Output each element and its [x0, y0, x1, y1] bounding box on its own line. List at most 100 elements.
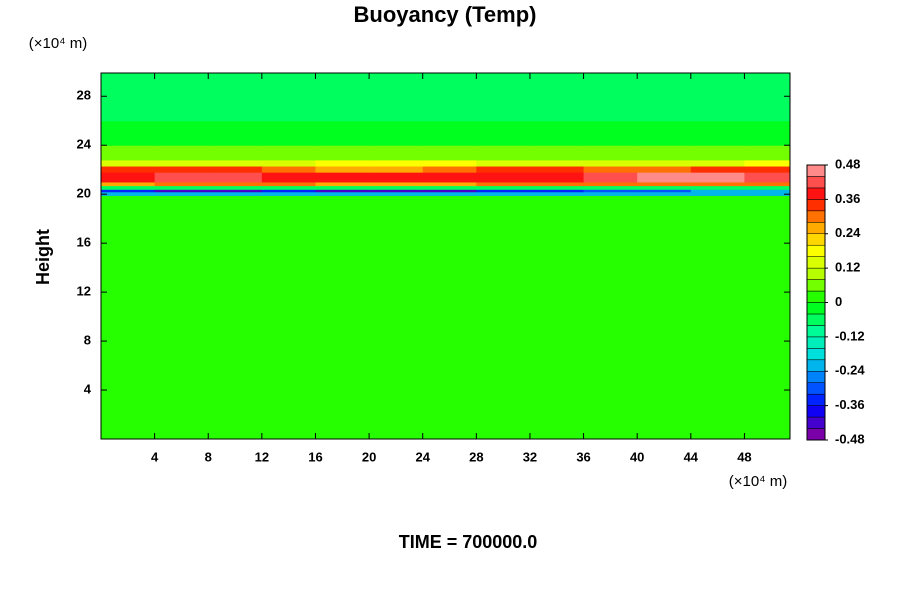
- heatmap-cell: [583, 181, 638, 187]
- heatmap-cell: [422, 73, 477, 122]
- heatmap-cell: [744, 191, 791, 196]
- colorbar-tick-label: 0: [835, 294, 842, 309]
- heatmap-cell: [315, 145, 370, 161]
- heatmap-cell: [529, 120, 585, 146]
- heatmap-cell: [315, 159, 370, 167]
- colorbar-swatch: [806, 290, 826, 303]
- colorbar-tick-label: 0.48: [835, 156, 860, 171]
- heatmap-cell: [154, 159, 209, 167]
- heatmap-cell: [690, 185, 745, 190]
- colorbar-tick-label: -0.24: [835, 363, 865, 378]
- y-tick-label: 8: [84, 333, 91, 348]
- colorbar-swatch: [806, 325, 826, 338]
- colorbar-swatch: [806, 199, 826, 212]
- heatmap-cell: [637, 191, 692, 196]
- heatmap-cell: [208, 191, 263, 196]
- heatmap-cell: [583, 189, 638, 193]
- heatmap-cell: [529, 159, 585, 167]
- heatmap-cell: [315, 120, 370, 146]
- heatmap-cell: [369, 120, 424, 146]
- heatmap-cell: [476, 195, 531, 440]
- colorbar-tick-label: 0.12: [835, 260, 860, 275]
- heatmap-cell: [476, 73, 531, 122]
- heatmap-cell: [315, 191, 370, 196]
- x-tick-label: 24: [415, 449, 430, 464]
- heatmap-cell: [476, 172, 531, 183]
- heatmap-cell: [261, 120, 316, 146]
- colorbar-swatch: [806, 210, 826, 223]
- heatmap-cell: [101, 159, 156, 167]
- heatmap-cell: [208, 189, 263, 193]
- heatmap-cell: [690, 166, 745, 173]
- heatmap-cell: [422, 181, 477, 187]
- heatmap-cell: [637, 159, 692, 167]
- heatmap-cell: [154, 166, 209, 173]
- heatmap-cell: [744, 172, 791, 183]
- x-tick-label: 12: [255, 449, 269, 464]
- heatmap-cell: [690, 73, 745, 122]
- heatmap-cell: [744, 73, 791, 122]
- heatmap-cell: [422, 159, 477, 167]
- heatmap-cell: [476, 159, 531, 167]
- heatmap-cell: [261, 195, 316, 440]
- x-tick-label: 40: [630, 449, 644, 464]
- heatmap-cell: [154, 145, 209, 161]
- heatmap-cell: [529, 166, 585, 173]
- heatmap-cell: [476, 145, 531, 161]
- heatmap-cell: [315, 185, 370, 190]
- heatmap-cell: [154, 120, 209, 146]
- heatmap-cell: [422, 191, 477, 196]
- x-tick-label: 32: [523, 449, 537, 464]
- heatmap-cell: [261, 145, 316, 161]
- heatmap-cell: [529, 145, 585, 161]
- heatmap-cell: [261, 191, 316, 196]
- heatmap-cell: [744, 159, 791, 167]
- heatmap-cell: [261, 73, 316, 122]
- heatmap-cell: [261, 159, 316, 167]
- heatmap-cell: [208, 159, 263, 167]
- colorbar-swatch: [806, 348, 826, 361]
- heatmap-cell: [208, 181, 263, 187]
- heatmap-cell: [261, 181, 316, 187]
- heatmap-cell: [529, 185, 585, 190]
- heatmap-cell: [637, 120, 692, 146]
- colorbar-swatch: [806, 371, 826, 383]
- heatmap-cell: [476, 120, 531, 146]
- heatmap-cell: [583, 73, 638, 122]
- y-tick-label: 24: [77, 137, 92, 152]
- heatmap-cell: [583, 185, 638, 190]
- heatmap-cell: [529, 189, 585, 193]
- heatmap-cell: [422, 172, 477, 183]
- heatmap-cell: [476, 185, 531, 190]
- heatmap-cell: [101, 172, 156, 183]
- y-axis-label: Height: [33, 229, 53, 285]
- heatmap-cell: [476, 181, 531, 187]
- heatmap-cell: [529, 195, 585, 440]
- heatmap-cell: [154, 73, 209, 122]
- colorbar-swatch: [806, 416, 826, 429]
- heatmap-cell: [369, 145, 424, 161]
- y-tick-label: 20: [77, 186, 91, 201]
- colorbar-swatch: [806, 164, 826, 177]
- heatmap-cell: [261, 185, 316, 190]
- heatmap-cell: [208, 145, 263, 161]
- heatmap-cell: [637, 181, 692, 187]
- heatmap-cell: [583, 145, 638, 161]
- heatmap-cell: [369, 166, 424, 173]
- heatmap-cell: [637, 172, 692, 183]
- heatmap-cell: [529, 172, 585, 183]
- heatmap-cell: [476, 189, 531, 193]
- heatmap-cell: [690, 189, 745, 193]
- y-tick-label: 28: [77, 88, 91, 103]
- heatmap-cell: [208, 166, 263, 173]
- heatmap-cell: [744, 189, 791, 193]
- heatmap-cell: [690, 181, 745, 187]
- heatmap-cell: [583, 172, 638, 183]
- heatmap-cell: [101, 189, 156, 193]
- heatmap-cell: [315, 172, 370, 183]
- heatmap-cell: [637, 185, 692, 190]
- heatmap-cell: [154, 189, 209, 193]
- heatmap-cell: [422, 185, 477, 190]
- heatmap-cell: [369, 172, 424, 183]
- x-tick-label: 8: [205, 449, 212, 464]
